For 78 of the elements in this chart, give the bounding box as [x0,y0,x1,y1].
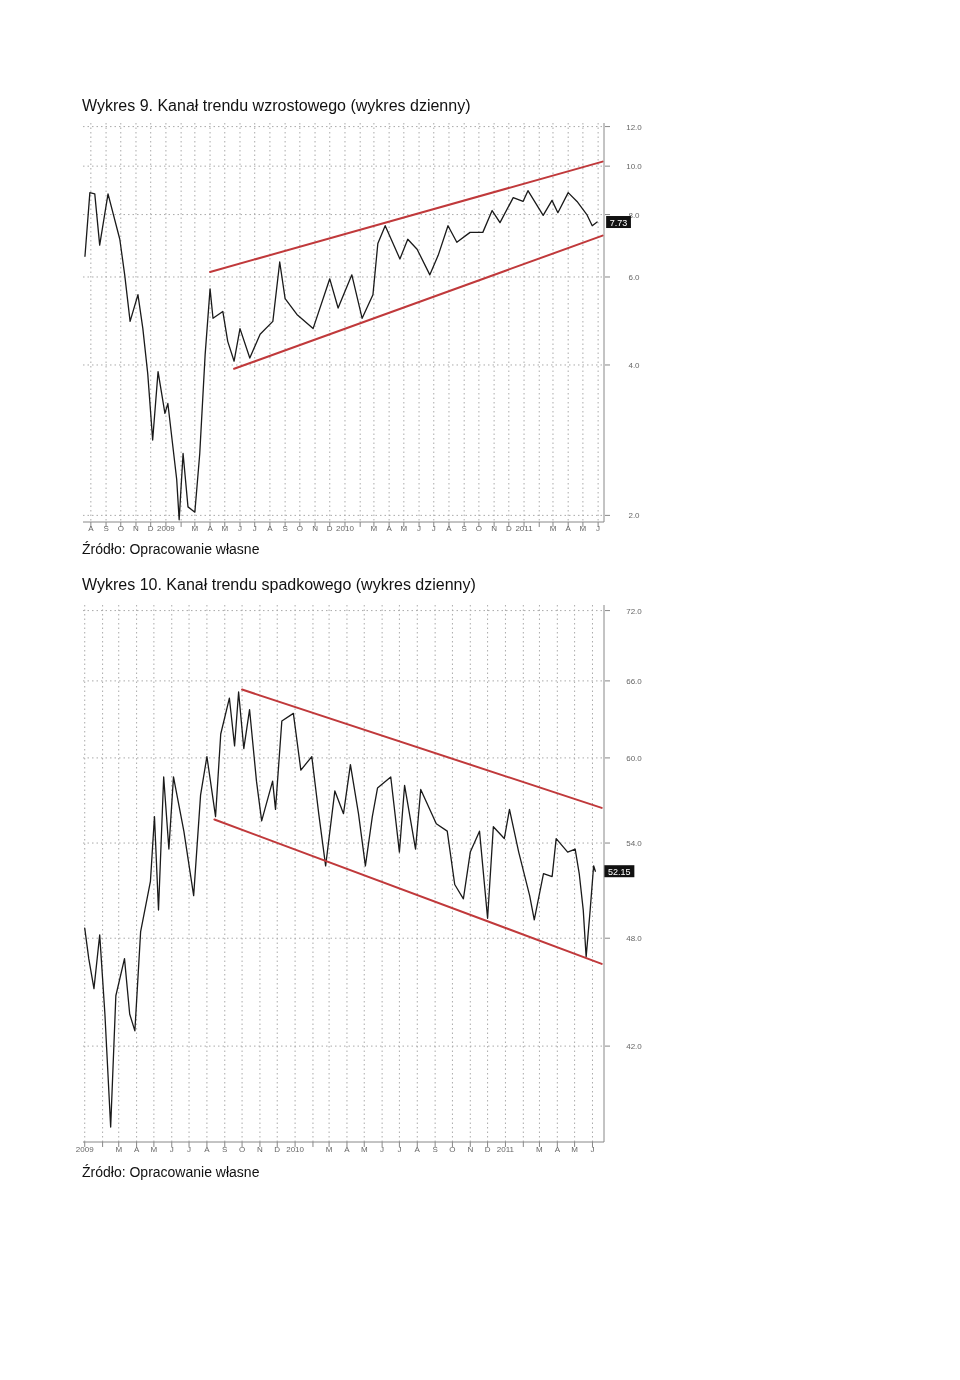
y-tick-label: 54.0 [626,839,643,849]
x-tick-label: D [484,1145,491,1154]
x-tick-label: 2011 [496,1145,515,1154]
x-tick-label: 2009 [75,1145,95,1154]
x-tick-label: D [147,524,154,533]
x-tick-label: 2010 [336,524,355,533]
x-tick-label: S [282,524,288,533]
x-tick-label: M [221,524,229,533]
text: Źródło: Opracowanie własne [82,541,260,557]
x-tick-label: A [204,1145,211,1154]
x-tick-label: N [312,524,319,533]
y-tick-label: 2.0 [628,511,641,521]
x-tick-label: 2011 [515,524,534,533]
x-tick-label: M [360,1145,368,1154]
x-tick-label: S [103,524,109,533]
x-tick-label: J [237,524,242,533]
x-tick-label: J [590,1145,595,1154]
x-tick-label: A [267,524,274,533]
y-tick-label: 6.0 [628,273,641,282]
x-tick-label: A [344,1145,351,1154]
x-tick-label: A [565,524,572,533]
x-tick-label: O [238,1145,246,1154]
x-tick-label: J [169,1145,174,1154]
x-tick-label: 2009 [157,524,176,533]
y-tick-label: 12.0 [626,122,643,132]
x-tick-label: M [536,1145,544,1154]
x-tick-label: M [370,524,378,533]
x-tick-label: A [414,1145,421,1154]
x-tick-label: M [150,1145,158,1154]
annotation: 52.15 [608,866,631,877]
x-tick-label: S [222,1145,228,1154]
x-tick-label: O [449,1145,456,1154]
x-tick-label: D [274,1145,281,1154]
chart-title: Wykres 10. Kanał trendu spadkowego (wykres dzienny) [82,576,476,593]
x-tick-label: J [397,1145,402,1154]
x-tick-label: O [117,524,124,533]
x-tick-label: O [475,524,483,533]
x-tick-label: A [386,524,393,533]
x-tick-label: D [505,524,512,533]
annotation: 7.73 [609,217,628,228]
x-tick-label: A [446,524,453,533]
x-tick-label: 2010 [286,1145,305,1154]
y-tick-label: 42.0 [626,1042,643,1052]
x-tick-label: A [133,1145,140,1154]
x-tick-label: N [133,524,140,533]
y-tick-label: 48.0 [626,934,643,944]
y-tick-label: 72.0 [626,606,643,616]
y-tick-label: 66.0 [626,676,643,686]
x-tick-label: N [467,1145,474,1154]
x-tick-label: S [461,524,467,533]
x-tick-label: M [325,1145,333,1154]
y-tick-label: 4.0 [628,360,641,370]
line-series [84,691,597,1128]
x-tick-label: J [187,1145,192,1154]
x-tick-label: M [191,524,199,533]
x-tick-label: N [257,1145,264,1154]
text: Źródło: Opracowanie własne [82,1164,260,1180]
x-tick-label: N [491,524,498,533]
x-tick-label: A [88,524,95,533]
x-tick-label: J [431,524,436,533]
x-tick-label: M [115,1145,123,1154]
x-tick-label: M [571,1145,579,1154]
x-tick-label: J [252,524,257,533]
line-series [84,190,598,521]
x-tick-label: M [400,524,408,533]
y-tick-label: 10.0 [626,162,643,172]
x-tick-label: J [596,524,601,533]
x-tick-label: M [549,524,557,533]
x-tick-label: S [432,1145,438,1154]
x-tick-label: A [554,1145,561,1154]
x-tick-label: D [326,524,333,533]
y-tick-label: 60.0 [626,753,643,763]
x-tick-label: A [207,524,214,533]
chart-title: Wykres 9. Kanał trendu wzrostowego (wykres dzienny) [82,97,471,114]
x-tick-label: J [417,524,422,533]
x-tick-label: O [296,524,303,533]
x-tick-label: M [579,524,587,533]
x-tick-label: J [380,1145,385,1154]
